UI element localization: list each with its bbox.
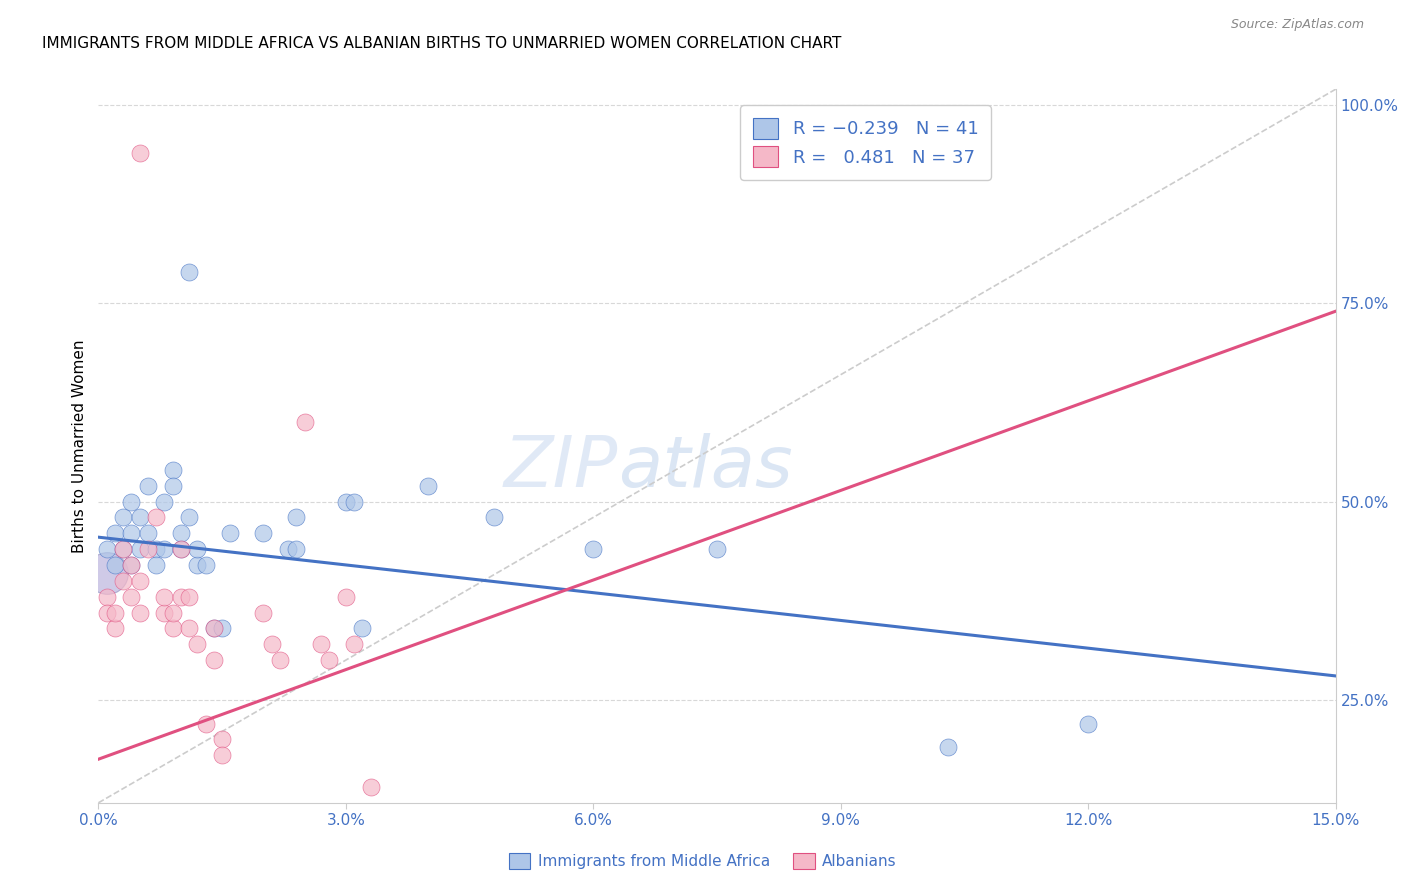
- Point: [153, 494, 176, 508]
- Point: [128, 145, 150, 160]
- Point: [186, 637, 208, 651]
- Point: [153, 542, 176, 557]
- Point: [112, 510, 135, 524]
- Point: [96, 590, 118, 604]
- Point: [418, 478, 440, 492]
- Point: [136, 478, 159, 492]
- Point: [260, 637, 283, 651]
- Point: [194, 558, 217, 572]
- Point: [104, 526, 127, 541]
- Point: [343, 637, 366, 651]
- Point: [269, 653, 291, 667]
- Point: [309, 637, 332, 651]
- Point: [96, 606, 118, 620]
- Point: [162, 463, 184, 477]
- Point: [352, 621, 374, 635]
- Point: [179, 590, 201, 604]
- Legend: R = −0.239   N = 41, R =   0.481   N = 37: R = −0.239 N = 41, R = 0.481 N = 37: [740, 105, 991, 179]
- Point: [186, 558, 208, 572]
- Point: [335, 590, 357, 604]
- Point: [202, 621, 225, 635]
- Point: [211, 748, 233, 763]
- Point: [145, 558, 167, 572]
- Point: [153, 606, 176, 620]
- Point: [120, 558, 142, 572]
- Point: [128, 510, 150, 524]
- Point: [252, 606, 274, 620]
- Point: [104, 558, 127, 572]
- Point: [418, 812, 440, 826]
- Point: [277, 542, 299, 557]
- Point: [252, 526, 274, 541]
- Point: [136, 526, 159, 541]
- Point: [170, 590, 193, 604]
- Point: [145, 542, 167, 557]
- Point: [120, 526, 142, 541]
- Point: [128, 574, 150, 588]
- Point: [153, 590, 176, 604]
- Point: [170, 542, 193, 557]
- Legend: Immigrants from Middle Africa, Albanians: Immigrants from Middle Africa, Albanians: [503, 847, 903, 875]
- Point: [285, 510, 308, 524]
- Point: [120, 494, 142, 508]
- Point: [162, 606, 184, 620]
- Text: IMMIGRANTS FROM MIDDLE AFRICA VS ALBANIAN BIRTHS TO UNMARRIED WOMEN CORRELATION : IMMIGRANTS FROM MIDDLE AFRICA VS ALBANIA…: [42, 36, 842, 51]
- Point: [294, 415, 316, 429]
- Point: [318, 653, 340, 667]
- Point: [104, 606, 127, 620]
- Point: [120, 558, 142, 572]
- Point: [936, 740, 959, 755]
- Point: [179, 621, 201, 635]
- Point: [360, 780, 382, 794]
- Point: [285, 542, 308, 557]
- Point: [335, 494, 357, 508]
- Point: [194, 716, 217, 731]
- Point: [170, 542, 193, 557]
- Point: [179, 510, 201, 524]
- Text: Source: ZipAtlas.com: Source: ZipAtlas.com: [1230, 18, 1364, 31]
- Point: [484, 510, 506, 524]
- Point: [112, 574, 135, 588]
- Point: [179, 264, 201, 278]
- Point: [128, 606, 150, 620]
- Point: [96, 542, 118, 557]
- Point: [96, 566, 118, 580]
- Point: [202, 653, 225, 667]
- Point: [343, 494, 366, 508]
- Text: ZIP: ZIP: [503, 433, 619, 502]
- Point: [170, 526, 193, 541]
- Y-axis label: Births to Unmarried Women: Births to Unmarried Women: [72, 339, 87, 553]
- Point: [128, 542, 150, 557]
- Point: [162, 478, 184, 492]
- Text: atlas: atlas: [619, 433, 793, 502]
- Point: [211, 732, 233, 747]
- Point: [136, 542, 159, 557]
- Point: [120, 590, 142, 604]
- Point: [211, 621, 233, 635]
- Point: [1077, 716, 1099, 731]
- Point: [112, 542, 135, 557]
- Point: [104, 621, 127, 635]
- Point: [219, 526, 242, 541]
- Point: [112, 542, 135, 557]
- Point: [145, 510, 167, 524]
- Point: [582, 542, 605, 557]
- Point: [202, 621, 225, 635]
- Point: [186, 542, 208, 557]
- Point: [706, 542, 728, 557]
- Point: [162, 621, 184, 635]
